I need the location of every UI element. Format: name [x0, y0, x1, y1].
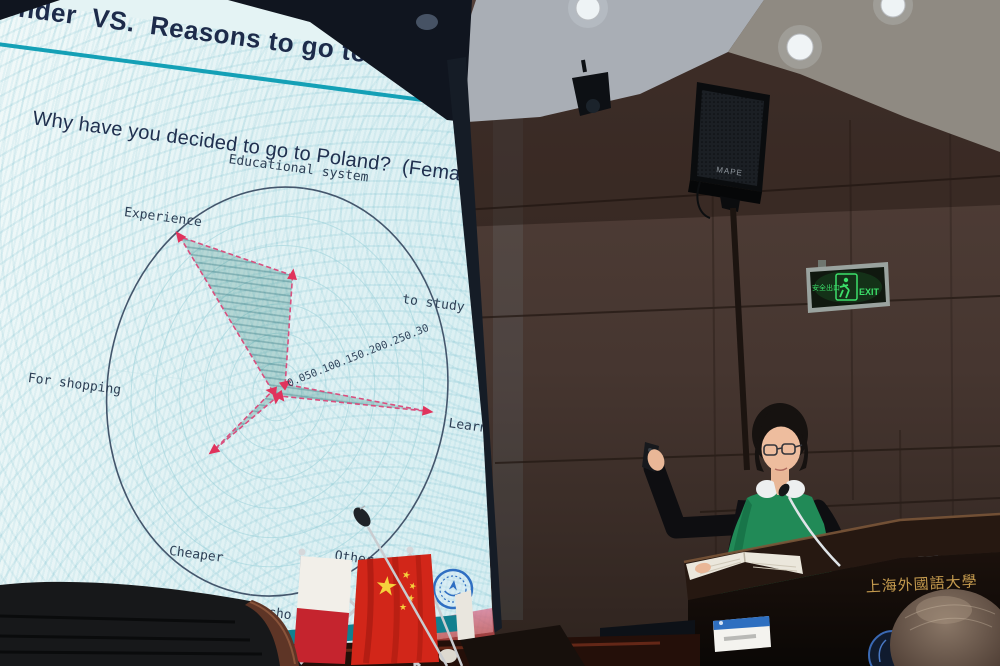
data-marker [208, 443, 221, 455]
audience-head [890, 589, 1000, 666]
exit-sign: 安全出口 EXIT [806, 260, 890, 313]
data-marker [287, 268, 297, 281]
presenter-left-hand [695, 562, 711, 574]
screen-glow-on-wall [493, 60, 523, 620]
small-star-icon: ★ [399, 602, 407, 612]
speaker-brand-label: MAPE [716, 165, 744, 178]
data-marker [278, 379, 291, 391]
collar-right [783, 480, 805, 498]
leather-chair [0, 581, 302, 666]
exit-sign-cn-text: 安全出口 [812, 283, 840, 292]
presenter-mouth [774, 467, 788, 472]
china-flag: ★ ★ ★ ★ ★ [351, 554, 439, 665]
grid-ring [105, 186, 449, 597]
flagpole-finial-right [406, 546, 414, 554]
ceiling-lights [416, 0, 913, 69]
wall-speaker: MAPE [688, 82, 770, 471]
exit-sign-en-text: EXIT [859, 287, 880, 297]
desk-shadow-object [460, 625, 585, 666]
collar-left [756, 480, 778, 498]
dim-ceiling-light [416, 14, 438, 30]
ceiling-camera [572, 59, 611, 116]
axis-spoke [250, 391, 278, 595]
exit-door-icon [835, 273, 858, 301]
running-man-icon [839, 277, 850, 299]
small-star-icon: ★ [407, 580, 418, 592]
screen-corner-bezel [0, 0, 60, 20]
podium-mic-capsule [778, 483, 790, 497]
presenter-raised-arm [643, 457, 759, 539]
axis-label: Cheaper [168, 544, 224, 566]
flagpole-finial-left [298, 548, 306, 556]
ceiling-soffit [438, 0, 764, 124]
open-notebook [686, 551, 803, 580]
speaker-cable [696, 181, 711, 219]
presenter-glasses-icon [763, 443, 803, 456]
speaker-pole [730, 207, 750, 471]
podium-mic-gooseneck [787, 496, 841, 567]
small-star-icon: ★ [400, 569, 412, 582]
small-star-icon: ★ [406, 592, 416, 603]
name-card [713, 616, 771, 652]
data-marker [265, 386, 278, 397]
data-marker [421, 405, 434, 416]
screen-top-bezel [228, 0, 472, 122]
poland-flag [293, 556, 352, 664]
axis-spoke [276, 263, 416, 392]
data-marker [175, 231, 187, 243]
data-marker [272, 392, 282, 405]
axis-spoke [108, 368, 278, 393]
screen-right-bezel [447, 57, 502, 633]
table-microphone [353, 505, 449, 666]
presenter-hand [647, 449, 665, 471]
